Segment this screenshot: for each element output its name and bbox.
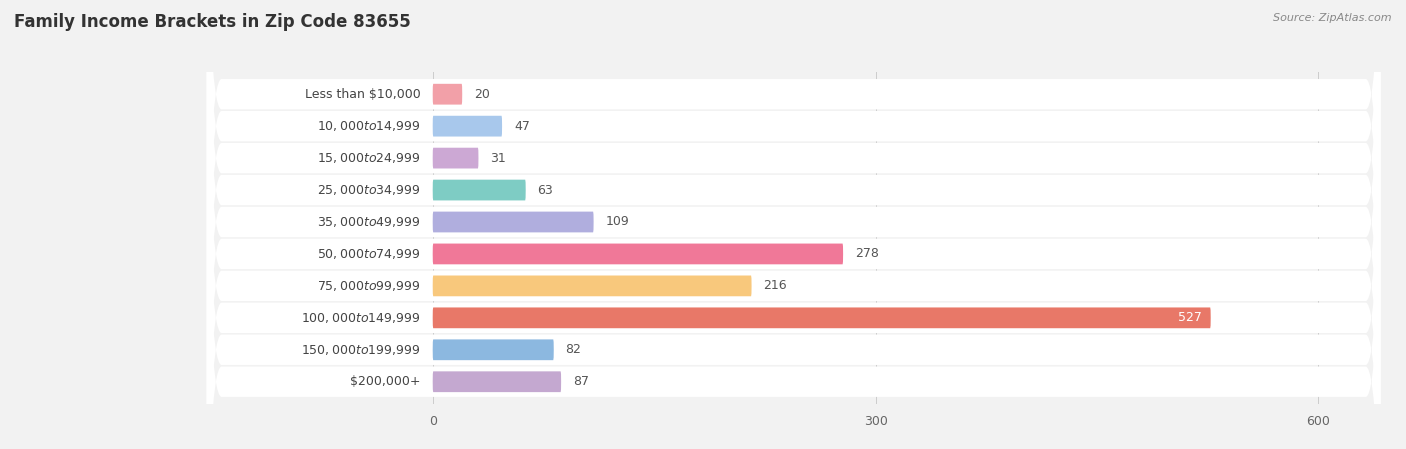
Text: $25,000 to $34,999: $25,000 to $34,999 <box>318 183 420 197</box>
Text: Less than $10,000: Less than $10,000 <box>305 88 420 101</box>
FancyBboxPatch shape <box>207 0 1381 399</box>
Text: 63: 63 <box>537 184 554 197</box>
Text: $150,000 to $199,999: $150,000 to $199,999 <box>301 343 420 357</box>
Text: $100,000 to $149,999: $100,000 to $149,999 <box>301 311 420 325</box>
Text: $200,000+: $200,000+ <box>350 375 420 388</box>
FancyBboxPatch shape <box>433 211 593 233</box>
FancyBboxPatch shape <box>207 0 1381 449</box>
Text: $35,000 to $49,999: $35,000 to $49,999 <box>318 215 420 229</box>
Text: 82: 82 <box>565 343 582 357</box>
Text: $50,000 to $74,999: $50,000 to $74,999 <box>318 247 420 261</box>
Text: 47: 47 <box>515 119 530 132</box>
Text: $15,000 to $24,999: $15,000 to $24,999 <box>318 151 420 165</box>
Text: 278: 278 <box>855 247 879 260</box>
FancyBboxPatch shape <box>207 0 1381 449</box>
Text: 527: 527 <box>1178 311 1202 324</box>
Text: 31: 31 <box>491 152 506 165</box>
FancyBboxPatch shape <box>433 180 526 200</box>
FancyBboxPatch shape <box>433 243 844 264</box>
FancyBboxPatch shape <box>207 45 1381 449</box>
FancyBboxPatch shape <box>433 84 463 105</box>
FancyBboxPatch shape <box>433 116 502 136</box>
Text: Family Income Brackets in Zip Code 83655: Family Income Brackets in Zip Code 83655 <box>14 13 411 31</box>
Text: Source: ZipAtlas.com: Source: ZipAtlas.com <box>1274 13 1392 23</box>
FancyBboxPatch shape <box>433 276 752 296</box>
Text: 87: 87 <box>574 375 589 388</box>
Text: $75,000 to $99,999: $75,000 to $99,999 <box>318 279 420 293</box>
FancyBboxPatch shape <box>433 371 561 392</box>
FancyBboxPatch shape <box>433 308 1211 328</box>
FancyBboxPatch shape <box>433 148 478 168</box>
FancyBboxPatch shape <box>207 0 1381 449</box>
Text: $10,000 to $14,999: $10,000 to $14,999 <box>318 119 420 133</box>
FancyBboxPatch shape <box>207 0 1381 431</box>
FancyBboxPatch shape <box>207 0 1381 449</box>
FancyBboxPatch shape <box>207 0 1381 449</box>
FancyBboxPatch shape <box>207 13 1381 449</box>
Text: 20: 20 <box>474 88 489 101</box>
Text: 216: 216 <box>763 279 787 292</box>
FancyBboxPatch shape <box>433 339 554 360</box>
FancyBboxPatch shape <box>207 77 1381 449</box>
Text: 109: 109 <box>606 216 628 229</box>
